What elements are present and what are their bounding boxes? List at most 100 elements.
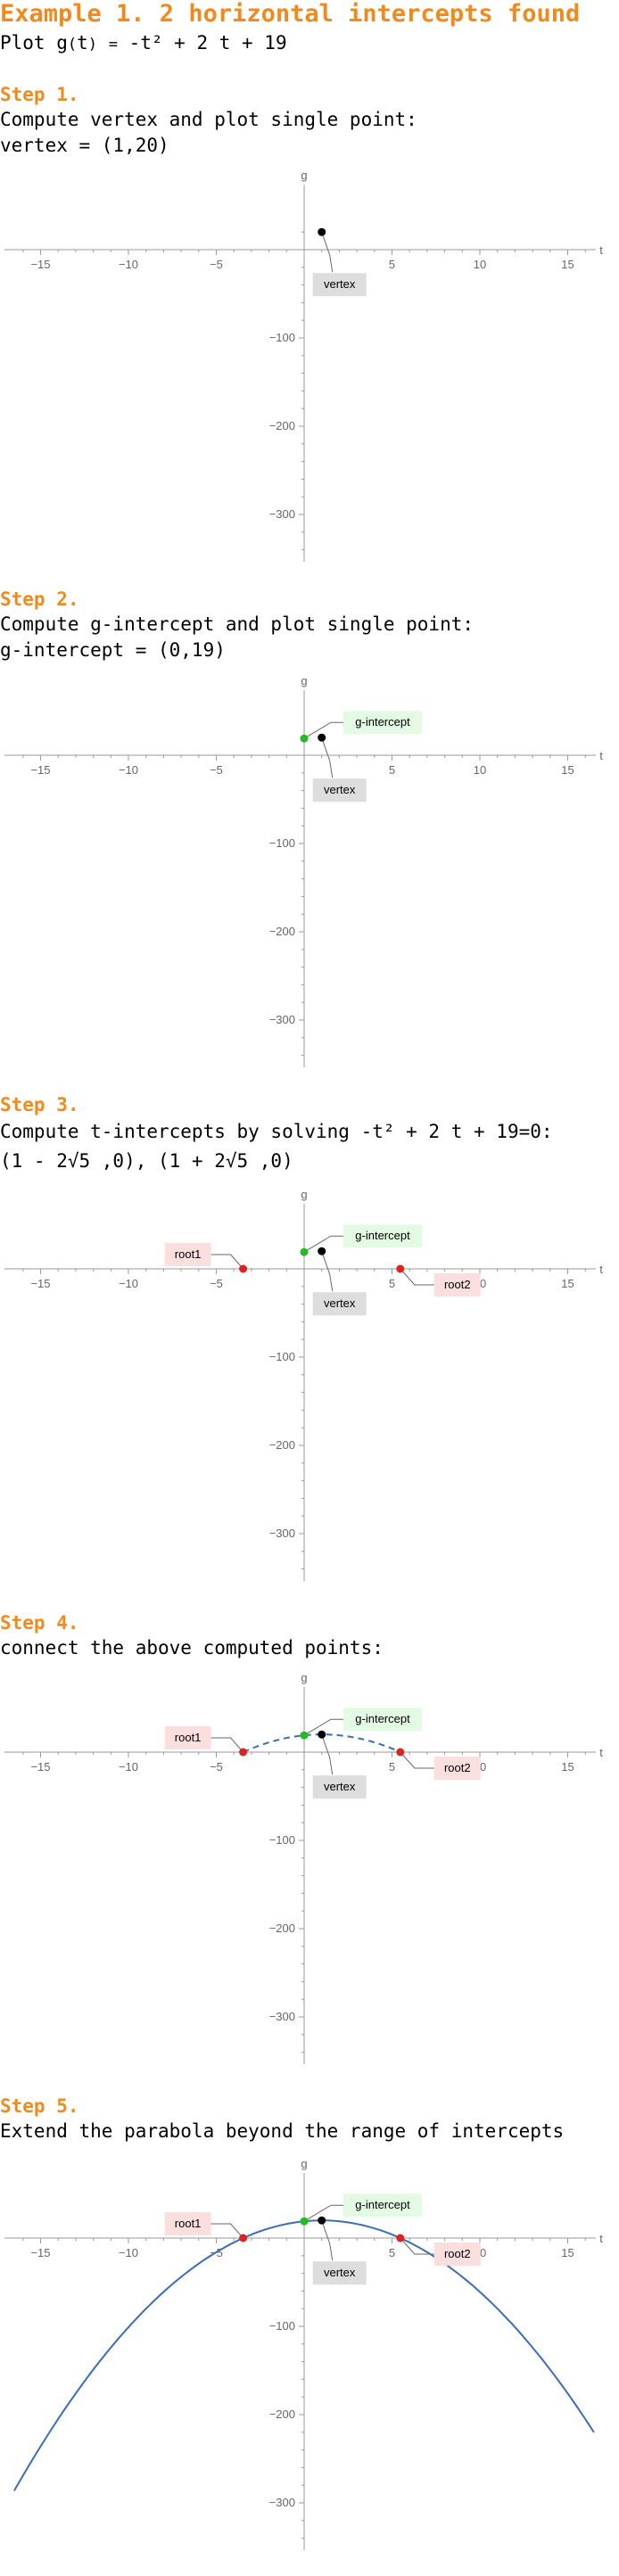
g-intercept-callout-line — [303, 1718, 343, 1736]
parabola-curve — [243, 1733, 401, 1753]
root1-label-box — [164, 1243, 211, 1266]
function-expression: -t² + 2 t + 19 — [128, 32, 287, 53]
page-title: Example 1. 2 horizontal intercepts found — [0, 0, 581, 28]
x-tick-label: −5 — [210, 258, 223, 271]
step-2-result: g-intercept = (0,19) — [0, 639, 226, 661]
y-tick-label: −200 — [269, 419, 295, 432]
g-intercept-label-text: g-intercept — [355, 1712, 410, 1725]
x-tick-label: −5 — [210, 1277, 223, 1290]
y-tick-label: −200 — [269, 1922, 295, 1935]
root1-point — [239, 2234, 248, 2243]
y-axis-label: g — [301, 169, 307, 182]
vertex-label-box — [312, 778, 367, 802]
x-axis-label: t — [599, 1746, 603, 1759]
y-tick-label: −300 — [269, 2496, 295, 2509]
step-2-plot: t g −15 −10 −5 5 10 15 −100 −200 −300 vertex g-inter… — [4, 674, 603, 1067]
step-2-text: Compute g-intercept and plot single poin… — [0, 613, 475, 635]
g-intercept-point — [300, 1247, 309, 1256]
g-intercept-callout-line — [303, 721, 343, 739]
root1-callout-line — [210, 1737, 243, 1753]
g-intercept-label-text: g-intercept — [355, 1229, 410, 1242]
x-tick-label: 15 — [561, 2246, 574, 2259]
vertex-label-box — [312, 1292, 367, 1316]
vertex-label-text: vertex — [324, 783, 356, 796]
y-axis-label: g — [301, 2157, 307, 2170]
g-intercept-point — [300, 1731, 309, 1740]
function-name: g — [56, 32, 68, 53]
g-intercept-label-box — [343, 1224, 422, 1248]
y-tick-label: −300 — [269, 507, 295, 521]
x-tick-label: −10 — [119, 1277, 138, 1290]
g-intercept-label-box — [343, 1708, 422, 1732]
root2-label-box — [433, 2243, 481, 2266]
plot-prefix: Plot — [0, 32, 57, 53]
g-intercept-point — [300, 734, 309, 743]
root2-callout-line — [400, 2237, 434, 2255]
y-tick-label: −100 — [269, 1350, 295, 1363]
g-intercept-callout-line — [303, 2204, 343, 2222]
x-tick-label: 5 — [389, 2246, 395, 2259]
vertex-point — [318, 733, 326, 742]
root1-label-text: root1 — [175, 1247, 202, 1261]
step-1-result: vertex = (1,20) — [0, 135, 169, 156]
g-intercept-point — [300, 2217, 309, 2226]
y-axis-label: g — [301, 1188, 307, 1201]
root2-point — [396, 2234, 405, 2243]
y-tick-label: −100 — [269, 1833, 295, 1847]
root1-callout-line — [210, 2223, 243, 2239]
y-tick-label: −100 — [269, 2319, 295, 2333]
x-tick-label: −10 — [119, 258, 138, 271]
y-tick-label: −300 — [269, 1527, 295, 1540]
vertex-label-text: vertex — [324, 1296, 356, 1310]
y-tick-label: −300 — [269, 1013, 295, 1026]
root2-callout-line — [400, 1751, 434, 1769]
step-3-text: Compute t-intercepts by solving -t² + 2 … — [0, 1121, 553, 1142]
vertex-callout-line — [321, 232, 334, 273]
vertex-label-text: vertex — [324, 2266, 356, 2279]
x-tick-label: 5 — [389, 1760, 395, 1774]
y-tick-label: −100 — [269, 331, 295, 344]
root2-label-box — [433, 1757, 481, 1780]
vertex-point — [318, 1730, 326, 1739]
step-3-plot: tg−15−10−551015−100−200−300vertexg-inter… — [4, 1188, 603, 1581]
vertex-label-text: vertex — [324, 277, 356, 291]
root1-label-text: root1 — [175, 2217, 202, 2230]
step-4-text: connect the above computed points: — [0, 1637, 384, 1658]
vertex-point — [318, 227, 326, 236]
x-tick-label: 15 — [561, 258, 574, 271]
root1-label-box — [164, 1726, 211, 1749]
y-tick-label: −200 — [269, 925, 295, 938]
function-variable: t — [77, 32, 88, 53]
step-4-heading: Step 4. — [0, 1612, 79, 1634]
step-5-heading: Step 5. — [0, 2095, 79, 2117]
g-intercept-label-box — [343, 2193, 422, 2218]
vertex-callout-line — [321, 2220, 334, 2261]
g-intercept-callout-line — [303, 1235, 343, 1253]
root1-label-text: root1 — [175, 1731, 202, 1744]
root2-label-text: root2 — [444, 1761, 471, 1774]
step-3-heading: Step 3. — [0, 1094, 79, 1115]
x-tick-label: −15 — [30, 2246, 50, 2259]
step-5-plot: tg−15−10−551015−100−200−300vertexg-inter… — [4, 2157, 603, 2550]
step-3-result: (1 - 2√5 ,0), (1 + 2√5 ,0) — [0, 1150, 293, 1172]
y-axis-label: g — [301, 674, 307, 687]
x-tick-label: 15 — [561, 763, 574, 777]
x-tick-label: −10 — [119, 1760, 138, 1774]
x-tick-label: 15 — [561, 1277, 574, 1290]
vertex-label-box — [312, 2261, 367, 2285]
vertex-label-text: vertex — [324, 1780, 356, 1793]
x-tick-label: 5 — [389, 258, 395, 271]
root2-label-text: root2 — [444, 1278, 471, 1291]
vertex-callout-line — [321, 1734, 334, 1775]
step-4-plot: tg−15−10−551015−100−200−300vertexg-inter… — [4, 1671, 603, 2064]
step-2-heading: Step 2. — [0, 588, 79, 610]
vertex-label-box — [312, 1775, 367, 1799]
x-tick-label: 10 — [474, 763, 486, 777]
x-axis-label: t — [599, 243, 603, 257]
g-intercept-label-text: g-intercept — [355, 2198, 410, 2211]
root2-label-box — [433, 1273, 481, 1296]
x-tick-label: −15 — [30, 763, 50, 777]
x-tick-label: −5 — [210, 1760, 223, 1774]
step-5-text: Extend the parabola beyond the range of … — [0, 2120, 565, 2142]
root2-point — [396, 1748, 405, 1757]
